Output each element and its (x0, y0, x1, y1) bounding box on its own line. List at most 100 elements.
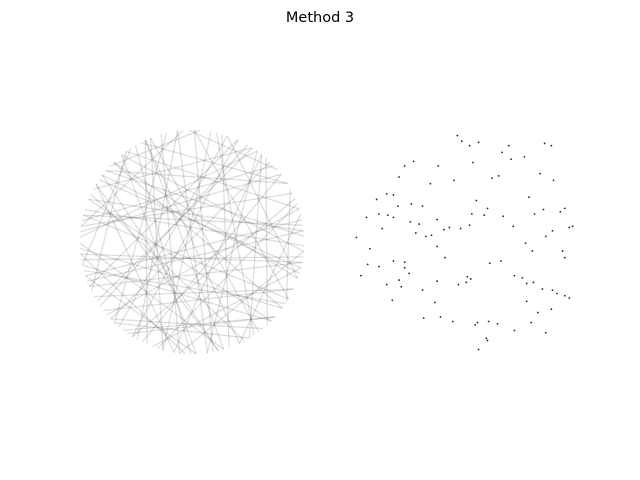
chord-line-43 (81, 256, 304, 261)
scatter-point-0 (501, 151, 503, 154)
scatter-point-101 (513, 329, 516, 332)
scatter-point-66 (444, 256, 446, 259)
chord-line-79 (80, 253, 186, 355)
chord-line-78 (109, 129, 201, 167)
scatter-point-55 (544, 235, 547, 238)
scatter-point-28 (486, 207, 489, 210)
chord-line-46 (121, 154, 197, 355)
scatter-point-80 (466, 275, 469, 278)
figure-title: Method 3 (286, 10, 354, 26)
scatter-point-64 (398, 279, 400, 281)
scatter-point-54 (512, 225, 515, 228)
scatter-point-85 (525, 282, 528, 285)
scatter-point-31 (377, 213, 380, 215)
scatter-point-53 (468, 224, 471, 227)
chord-line-47 (226, 135, 299, 279)
scatter-point-47 (414, 232, 417, 234)
chord-line-10 (121, 154, 304, 252)
chord-line-77 (127, 316, 276, 335)
scatter-point-61 (392, 260, 395, 262)
chord-line-44 (131, 197, 296, 338)
scatter-point-14 (552, 179, 555, 182)
scatter-point-29 (528, 196, 530, 199)
scatter-point-89 (556, 292, 558, 295)
scatter-point-21 (385, 192, 388, 195)
scatter-point-104 (477, 348, 480, 351)
scatter-point-13 (539, 172, 542, 175)
chord-line-29 (193, 129, 290, 300)
chord-line-20 (131, 139, 239, 338)
scatter-point-8 (403, 164, 406, 167)
chord-line-18 (89, 261, 303, 288)
chord-line-50 (140, 141, 288, 185)
chord-line-3 (144, 139, 225, 350)
scatter-point-73 (563, 256, 566, 259)
chord-line-22 (94, 288, 294, 298)
scatter-point-18 (477, 141, 480, 144)
chord-line-65 (80, 253, 303, 264)
chord-line-36 (96, 147, 253, 302)
chord-line-5 (83, 214, 303, 226)
scatter-point-86 (532, 281, 535, 284)
scatter-point-59 (366, 263, 369, 266)
scatter-point-33 (392, 216, 395, 219)
chord-line-69 (149, 137, 164, 351)
chord-line-41 (79, 242, 225, 350)
chord-line-26 (265, 157, 268, 325)
scatter-point-37 (470, 213, 473, 215)
scatter-point-51 (448, 226, 451, 229)
scatter-point-93 (439, 316, 442, 318)
chord-line-38 (81, 165, 275, 222)
scatter-point-99 (487, 320, 490, 323)
chord-line-54 (80, 129, 184, 227)
chord-line-12 (206, 150, 258, 354)
scatter-point-19 (507, 144, 510, 147)
scatter-point-65 (436, 245, 439, 248)
chord-line-27 (81, 148, 132, 266)
scatter-point-44 (355, 236, 358, 239)
scatter-point-20 (375, 198, 378, 201)
scatter-point-43 (563, 207, 566, 210)
scatter-point-74 (360, 274, 362, 277)
scatter-point-77 (421, 289, 424, 292)
scatter-point-83 (513, 274, 516, 277)
chord-line-53 (110, 318, 264, 330)
chord-line-62 (173, 154, 263, 353)
scatter-point-78 (436, 280, 439, 283)
scatter-point-79 (457, 283, 460, 286)
scatter-point-67 (403, 261, 406, 264)
scatter-point-106 (544, 331, 547, 334)
chord-line-39 (123, 316, 276, 331)
scatter-point-3 (543, 142, 546, 145)
scatter-point-22 (392, 194, 395, 196)
chord-line-67 (82, 264, 272, 322)
scatter-point-88 (551, 289, 554, 292)
chord-line-21 (90, 193, 245, 342)
chord-line-68 (238, 214, 302, 344)
scatter-point-10 (472, 161, 474, 164)
scatter-point-71 (531, 250, 534, 252)
chord-line-35 (162, 131, 212, 351)
scatter-point-58 (571, 225, 574, 228)
scatter-point-63 (408, 272, 411, 275)
scatter-point-69 (500, 260, 502, 262)
scatter-point-30 (365, 216, 368, 219)
scatter-point-24 (410, 203, 413, 205)
chord-line-74 (188, 129, 278, 171)
chord-line-23 (118, 135, 228, 328)
scatter-point-56 (551, 229, 554, 232)
scatter-point-6 (437, 164, 440, 167)
scatter-point-23 (397, 205, 399, 208)
scatter-point-95 (391, 299, 394, 302)
scatter-point-49 (430, 234, 433, 237)
chord-line-4 (110, 161, 271, 320)
chord-line-48 (88, 139, 239, 287)
chord-line-63 (101, 174, 219, 352)
scatter-point-57 (568, 226, 571, 229)
scatter-point-103 (486, 339, 489, 342)
scatter-point-36 (436, 218, 439, 221)
chord-line-58 (144, 140, 148, 345)
scatter-point-25 (421, 205, 424, 208)
scatter-point-82 (465, 281, 468, 284)
